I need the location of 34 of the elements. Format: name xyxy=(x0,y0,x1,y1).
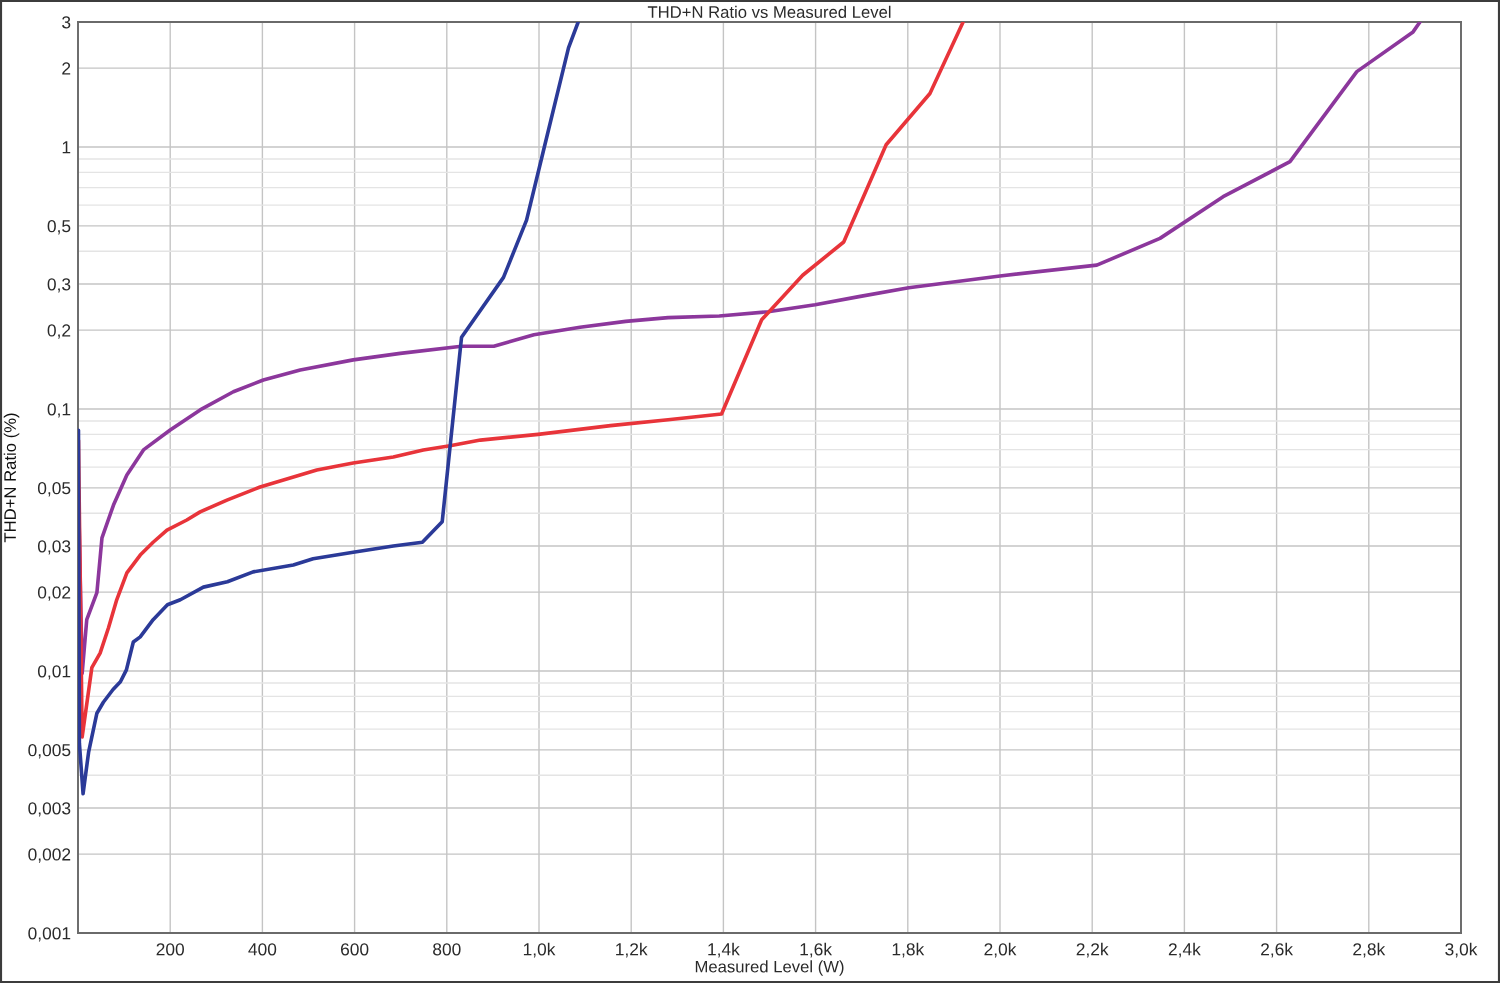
x-tick-label: 1,8k xyxy=(892,942,925,958)
x-tick-label: 200 xyxy=(156,943,185,956)
y-tick-label: 0,001 xyxy=(28,927,71,942)
x-tick-label: 2,4k xyxy=(1168,942,1201,958)
y-tick-label: 3 xyxy=(62,16,71,29)
x-tick-label: 400 xyxy=(248,943,277,956)
y-tick-label: 0,2 xyxy=(47,324,71,339)
x-axis-title: Measured Level (W) xyxy=(695,960,844,976)
x-tick-label: 2,0k xyxy=(984,942,1017,958)
y-tick-label: 2 xyxy=(62,62,71,75)
x-tick-label: 600 xyxy=(341,943,369,956)
x-tick-label: 1,4k xyxy=(708,942,740,958)
y-tick-label: 0,1 xyxy=(47,403,71,418)
x-tick-label: 2,8k xyxy=(1353,942,1386,958)
y-axis-title: THD+N Ratio (%) xyxy=(3,413,20,543)
y-tick-label: 0,5 xyxy=(47,220,71,235)
y-tick-label: 0,02 xyxy=(37,586,71,601)
y-tick-label: 0,3 xyxy=(47,278,71,293)
x-tick-label: 2,2k xyxy=(1076,942,1109,958)
x-tick-label: 1,6k xyxy=(800,942,833,958)
x-tick-label: 2,6k xyxy=(1261,942,1294,958)
y-tick-label: 1 xyxy=(62,141,71,154)
y-tick-label: 0,01 xyxy=(37,665,71,680)
x-tick-label: 1,2k xyxy=(616,942,648,958)
y-tick-label: 0,05 xyxy=(37,482,71,497)
y-tick-label: 0,002 xyxy=(28,848,71,863)
line-series xyxy=(78,22,580,796)
y-tick-label: 0,005 xyxy=(28,744,71,759)
chart-title: THD+N Ratio vs Measured Level xyxy=(647,5,891,18)
y-tick-label: 0,03 xyxy=(37,540,71,555)
y-tick-label: 0,003 xyxy=(28,802,71,817)
x-tick-label: 1,0k xyxy=(523,942,556,958)
x-tick-label: 800 xyxy=(433,943,461,956)
x-tick-label: 3,0k xyxy=(1445,942,1478,958)
